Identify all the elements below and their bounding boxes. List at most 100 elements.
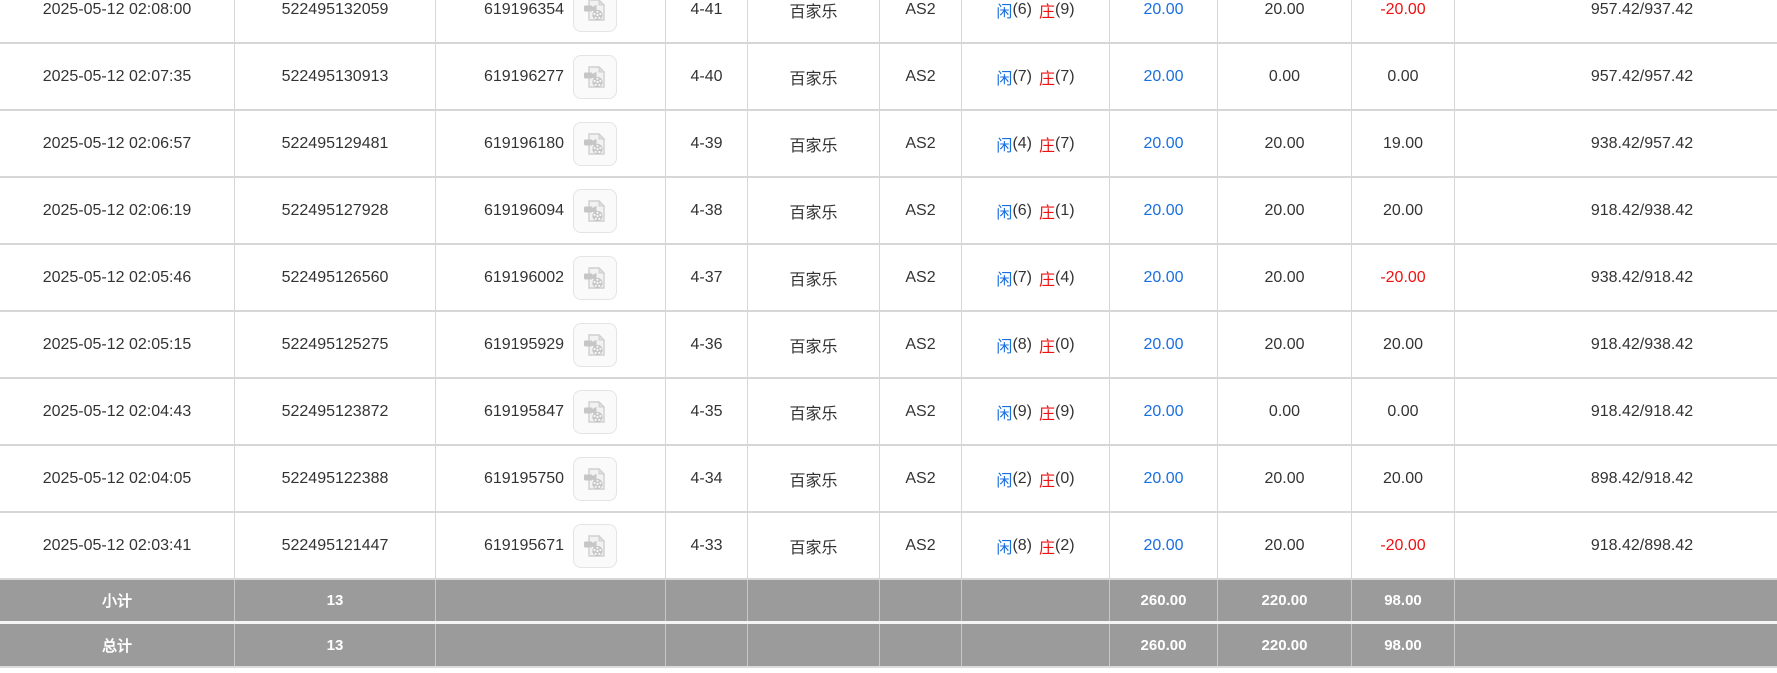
banker-label: 庄 xyxy=(1039,204,1056,222)
table-name-cell: AS2 xyxy=(880,379,962,444)
bet-time-cell: 2025-05-12 02:03:41 xyxy=(0,513,235,578)
balance: 938.42/918.42 xyxy=(1590,268,1694,286)
video-replay-button[interactable] xyxy=(573,255,618,300)
order-id: 522495126560 xyxy=(281,268,389,286)
video-replay-button[interactable] xyxy=(573,121,618,166)
order-id-cell: 522495130913 xyxy=(235,44,436,109)
game-type: 百家乐 xyxy=(789,472,838,490)
win-loss-cell: -20.00 xyxy=(1352,513,1455,578)
win-loss-cell: 20.00 xyxy=(1352,446,1455,511)
balance: 918.42/918.42 xyxy=(1590,402,1694,420)
round-no-cell: 4-33 xyxy=(666,513,748,578)
result-cell: 闲 (7) 庄 (4) xyxy=(962,245,1110,310)
banker-points: (4) xyxy=(1055,268,1075,286)
bet-amount-link[interactable]: 20.00 xyxy=(1143,536,1184,554)
round-id-cell: 619196002 xyxy=(436,245,666,310)
valid-bet: 20.00 xyxy=(1264,536,1305,554)
game-type: 百家乐 xyxy=(789,137,838,155)
order-id-cell: 522495123872 xyxy=(235,379,436,444)
win-loss-cell: 20.00 xyxy=(1352,178,1455,243)
round-id: 619196002 xyxy=(483,268,565,286)
table-name: AS2 xyxy=(905,335,936,353)
balance: 898.42/918.42 xyxy=(1590,469,1694,487)
balance-cell: 938.42/957.42 xyxy=(1455,111,1777,176)
round-id-cell: 619195750 xyxy=(436,446,666,511)
bet-amount-link[interactable]: 20.00 xyxy=(1143,268,1184,286)
bet-amount-link[interactable]: 20.00 xyxy=(1143,335,1184,353)
valid-bet-cell: 20.00 xyxy=(1218,446,1352,511)
bet-amount-cell[interactable]: 20.00 xyxy=(1110,0,1218,42)
game-type: 百家乐 xyxy=(789,70,838,88)
player-points: (2) xyxy=(1012,469,1032,487)
subtotal-row: 小计 13 260.00 220.00 98.00 xyxy=(0,580,1777,624)
bet-amount-cell[interactable]: 20.00 xyxy=(1110,312,1218,377)
bet-amount-link[interactable]: 20.00 xyxy=(1143,402,1184,420)
banker-label: 庄 xyxy=(1039,70,1056,88)
bet-amount-link[interactable]: 20.00 xyxy=(1143,201,1184,219)
video-replay-button[interactable] xyxy=(573,523,618,568)
video-replay-button[interactable] xyxy=(573,0,618,32)
table-name: AS2 xyxy=(905,67,936,85)
round-id-cell: 619196094 xyxy=(436,178,666,243)
bet-amount-cell[interactable]: 20.00 xyxy=(1110,245,1218,310)
game-type-cell: 百家乐 xyxy=(748,0,880,42)
bet-amount-cell[interactable]: 20.00 xyxy=(1110,178,1218,243)
bet-amount-link[interactable]: 20.00 xyxy=(1143,134,1184,152)
bet-amount-link[interactable]: 20.00 xyxy=(1143,469,1184,487)
table-row: 2025-05-12 02:06:57 522495129481 6191961… xyxy=(0,111,1777,178)
bet-amount-link[interactable]: 20.00 xyxy=(1143,67,1184,85)
subtotal-label: 小计 xyxy=(101,593,132,610)
bet-amount-link[interactable]: 20.00 xyxy=(1143,0,1184,18)
bet-amount-cell[interactable]: 20.00 xyxy=(1110,111,1218,176)
table-name: AS2 xyxy=(905,469,936,487)
table-row: 2025-05-12 02:04:43 522495123872 6191958… xyxy=(0,379,1777,446)
round-id-cell: 619196277 xyxy=(436,44,666,109)
video-replay-button[interactable] xyxy=(573,389,618,434)
bet-time: 2025-05-12 02:04:05 xyxy=(42,469,192,487)
round-no: 4-34 xyxy=(690,469,723,487)
total-bet: 260.00 xyxy=(1140,636,1187,654)
round-no-cell: 4-34 xyxy=(666,446,748,511)
video-replay-button[interactable] xyxy=(573,188,618,233)
game-type-cell: 百家乐 xyxy=(748,44,880,109)
player-label: 闲 xyxy=(996,338,1013,356)
game-type-cell: 百家乐 xyxy=(748,379,880,444)
video-replay-button[interactable] xyxy=(573,456,618,501)
round-no: 4-38 xyxy=(690,201,723,219)
bet-time: 2025-05-12 02:06:57 xyxy=(42,134,192,152)
subtotal-empty-cell xyxy=(880,580,962,621)
bet-amount-cell[interactable]: 20.00 xyxy=(1110,446,1218,511)
round-no-cell: 4-41 xyxy=(666,0,748,42)
table-name-cell: AS2 xyxy=(880,0,962,42)
game-type: 百家乐 xyxy=(789,204,838,222)
total-bet-cell: 260.00 xyxy=(1110,624,1218,666)
total-empty-cell xyxy=(666,624,748,666)
result-cell: 闲 (7) 庄 (7) xyxy=(962,44,1110,109)
valid-bet: 0.00 xyxy=(1268,402,1301,420)
round-no: 4-35 xyxy=(690,402,723,420)
balance-cell: 957.42/937.42 xyxy=(1455,0,1777,42)
total-count: 13 xyxy=(326,636,344,654)
player-label: 闲 xyxy=(996,539,1013,557)
video-replay-button[interactable] xyxy=(573,322,618,367)
result-cell: 闲 (2) 庄 (0) xyxy=(962,446,1110,511)
bet-amount-cell[interactable]: 20.00 xyxy=(1110,379,1218,444)
table-name-cell: AS2 xyxy=(880,312,962,377)
round-no-cell: 4-37 xyxy=(666,245,748,310)
bet-time-cell: 2025-05-12 02:05:15 xyxy=(0,312,235,377)
bet-time: 2025-05-12 02:05:15 xyxy=(42,335,192,353)
game-type-cell: 百家乐 xyxy=(748,178,880,243)
balance: 957.42/957.42 xyxy=(1590,67,1694,85)
bet-amount-cell[interactable]: 20.00 xyxy=(1110,513,1218,578)
game-type-cell: 百家乐 xyxy=(748,446,880,511)
player-points: (9) xyxy=(1012,402,1032,420)
round-id: 619196094 xyxy=(483,201,565,219)
game-type-cell: 百家乐 xyxy=(748,513,880,578)
video-replay-button[interactable] xyxy=(573,54,618,99)
banker-label: 庄 xyxy=(1039,472,1056,490)
subtotal-empty-cell xyxy=(436,580,666,621)
bet-amount-cell[interactable]: 20.00 xyxy=(1110,44,1218,109)
banker-label: 庄 xyxy=(1039,3,1056,21)
player-label: 闲 xyxy=(996,137,1013,155)
total-empty-cell xyxy=(962,624,1110,666)
